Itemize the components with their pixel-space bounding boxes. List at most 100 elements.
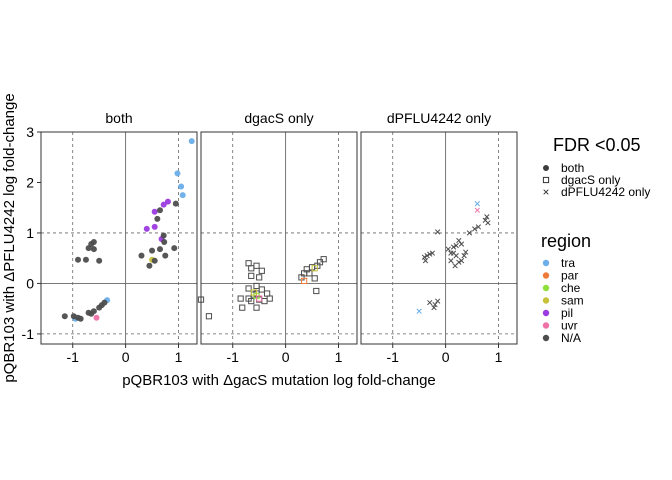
data-point — [253, 262, 260, 269]
data-point — [93, 314, 100, 321]
data-point — [77, 315, 84, 322]
x-tick-label: 0 — [282, 349, 290, 365]
data-point — [435, 298, 441, 304]
data-point — [248, 272, 255, 279]
legend-swatch — [542, 284, 550, 292]
data-point — [452, 263, 458, 269]
data-point — [445, 246, 451, 252]
data-point — [266, 295, 273, 302]
data-point — [138, 252, 145, 259]
data-point — [85, 245, 92, 252]
panel-3: dPFLU4242 only -1 0 1 — [360, 110, 518, 365]
data-point — [248, 297, 255, 305]
data-point — [75, 256, 82, 263]
data-point — [162, 252, 169, 259]
panel-title: both — [105, 110, 132, 126]
panel-title: dPFLU4242 only — [387, 110, 491, 126]
legend-item-label: N/A — [561, 331, 581, 345]
data-point — [61, 313, 68, 320]
data-point — [416, 308, 422, 314]
data-point — [475, 224, 482, 230]
legend-swatch — [542, 272, 550, 279]
legend-item-label: both — [561, 161, 584, 175]
x-tick-label: 0 — [122, 349, 130, 365]
legend-swatch — [542, 259, 550, 267]
data-point — [178, 183, 185, 190]
data-point — [435, 229, 441, 235]
data-point — [151, 257, 158, 264]
data-point — [188, 138, 195, 145]
data-point — [429, 250, 436, 256]
data-point — [306, 270, 313, 277]
data-point — [313, 287, 320, 295]
data-point — [171, 245, 178, 252]
data-point — [250, 289, 257, 296]
legend-item-label: tra — [561, 256, 575, 270]
data-point — [88, 310, 95, 317]
data-point — [474, 201, 480, 207]
data-point — [301, 277, 308, 285]
panel-border — [40, 131, 198, 345]
data-point — [146, 262, 153, 269]
data-point — [253, 304, 260, 311]
data-point — [453, 242, 459, 249]
panels-layer: both -1 0 1 dgacS only -1 0 1 dPFLU4242 only -1 0 1… — [22, 110, 518, 365]
data-point — [463, 249, 469, 255]
data-point — [427, 299, 433, 306]
legend-swatch — [542, 297, 550, 304]
data-point — [458, 241, 465, 247]
x-tick-label: 0 — [442, 349, 450, 365]
legend-item-label: che — [561, 281, 581, 295]
data-point — [264, 290, 271, 297]
data-point — [543, 165, 549, 171]
data-point — [311, 275, 318, 282]
data-point — [261, 297, 268, 305]
legend-item-label: dPFLU4242 only — [561, 185, 650, 199]
data-point — [422, 258, 429, 264]
x-tick-label: 1 — [495, 349, 503, 365]
data-point — [461, 253, 467, 259]
data-point — [160, 201, 167, 208]
legend-item-label: uvr — [561, 319, 578, 333]
legend-swatch — [542, 322, 550, 329]
data-point — [472, 226, 478, 232]
x-axis-label: pQBR103 with ΔgacS mutation log fold-cha… — [122, 372, 436, 389]
y-axis-label: pQBR103 with ΔPFLU4242 log fold-change — [1, 93, 18, 382]
data-point — [149, 247, 156, 254]
data-point — [258, 286, 265, 293]
data-point — [431, 305, 437, 311]
data-point — [542, 176, 550, 184]
legend-swatch — [542, 309, 550, 317]
data-point — [164, 198, 171, 205]
data-point — [161, 239, 168, 246]
data-point — [466, 230, 473, 236]
data-point — [101, 299, 108, 306]
data-point — [156, 246, 163, 253]
data-point — [450, 244, 457, 250]
data-point — [253, 282, 260, 290]
y-tick-label: 1 — [26, 225, 34, 241]
data-point — [474, 207, 480, 213]
data-point — [448, 258, 454, 264]
data-point — [143, 225, 150, 232]
y-tick-label: 2 — [26, 174, 34, 190]
data-point — [245, 285, 252, 292]
legend-item-label: sam — [561, 294, 584, 308]
data-point — [151, 208, 158, 215]
data-point — [432, 301, 438, 308]
x-tick-label: 1 — [335, 349, 343, 365]
y-tick-label: 3 — [26, 124, 34, 140]
data-point — [256, 274, 263, 281]
y-axis: -1 0 1 2 3 — [22, 124, 41, 342]
legend-item-label: pil — [561, 306, 573, 320]
legend-title-region: region — [541, 231, 591, 251]
legend-item-label: dgacS only — [561, 173, 620, 187]
data-point — [160, 232, 167, 239]
panel-border — [200, 131, 358, 345]
data-point — [245, 260, 252, 267]
data-point — [90, 246, 97, 253]
y-tick-label: 0 — [26, 275, 34, 291]
data-point — [485, 220, 491, 226]
